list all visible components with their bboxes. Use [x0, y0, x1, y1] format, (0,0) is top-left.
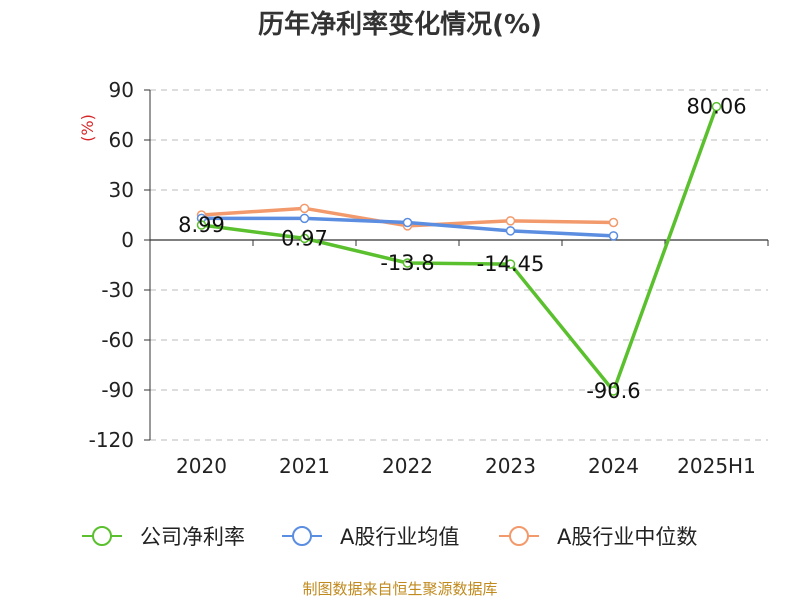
data-label: -14.45: [477, 252, 545, 276]
data-point: [507, 227, 515, 235]
legend-label: 公司净利率: [140, 525, 245, 549]
legend: 公司净利率 A股行业均值 A股行业中位数: [82, 525, 697, 549]
data-label: -90.6: [586, 379, 640, 403]
y-tick-label: 30: [109, 178, 134, 202]
x-tick-label: 2024: [588, 454, 639, 478]
axes: 90 60 30 0 -30 -60 -90 -120 2020 2021 2022 2023 2024…: [89, 78, 768, 478]
data-point: [610, 219, 618, 227]
y-axis-label: (%): [78, 114, 97, 142]
series-line: [202, 107, 717, 391]
x-tick-label: 2022: [382, 454, 433, 478]
y-tick-label: -60: [101, 328, 134, 352]
x-tick-label: 2025H1: [677, 454, 756, 478]
series-lines: [198, 103, 721, 395]
y-tick-label: 60: [109, 128, 134, 152]
data-label: 80.06: [686, 95, 746, 119]
legend-label: A股行业均值: [340, 525, 459, 549]
x-tick-label: 2020: [176, 454, 227, 478]
legend-label: A股行业中位数: [557, 525, 697, 549]
x-tick-label: 2023: [485, 454, 536, 478]
y-tick-label: 90: [109, 78, 134, 102]
data-label: -13.8: [380, 251, 434, 275]
y-tick-label: -90: [101, 378, 134, 402]
data-point: [301, 214, 309, 222]
legend-swatch-marker: [93, 527, 111, 545]
data-labels: 8.99 0.97 -13.8 -14.45 -90.6 80.06: [178, 95, 746, 403]
y-tick-label: -30: [101, 278, 134, 302]
line-chart: (%) 90 60 30 0 -30 -60 -90 -120 2020 2021 2022 2023…: [0, 0, 800, 600]
legend-swatch-marker: [293, 527, 311, 545]
legend-swatch-marker: [510, 527, 528, 545]
data-label: 8.99: [178, 213, 225, 237]
x-tick-label: 2021: [279, 454, 330, 478]
y-tick-label: -120: [89, 428, 134, 452]
data-point: [610, 232, 618, 240]
source-note: 制图数据来自恒生聚源数据库: [0, 578, 800, 599]
data-label: 0.97: [281, 226, 328, 250]
data-point: [404, 219, 412, 227]
data-point: [507, 217, 515, 225]
data-point: [301, 204, 309, 212]
y-tick-label: 0: [121, 228, 134, 252]
